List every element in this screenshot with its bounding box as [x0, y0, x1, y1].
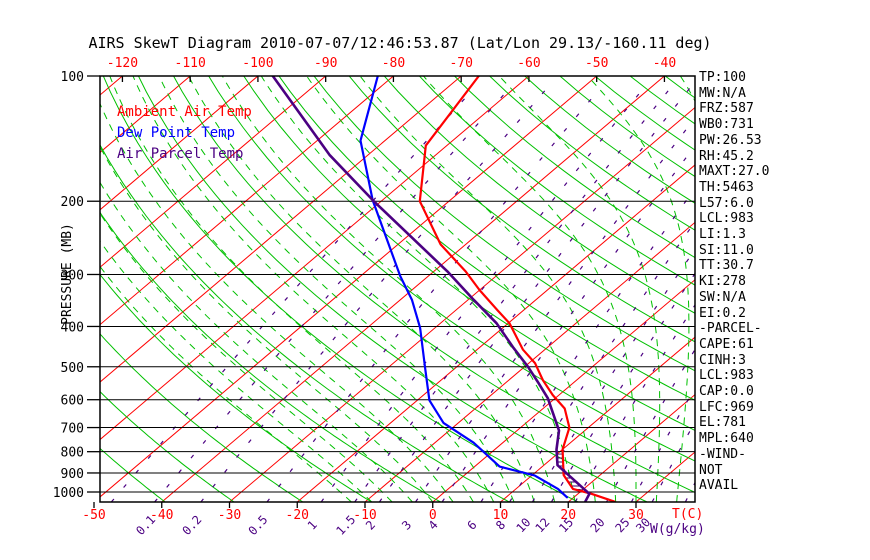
- stat-line: LFC:969: [699, 399, 754, 415]
- pressure-axis-title: PRESSURE (MB): [60, 223, 75, 325]
- tick-label: 0.5: [246, 513, 271, 538]
- tick-label: -40: [653, 56, 676, 71]
- background-grid: [100, 76, 695, 502]
- tick-label: 3: [399, 518, 414, 533]
- tick-label: 6: [464, 518, 479, 533]
- stat-line: AVAIL: [699, 478, 739, 494]
- tick-label: -100: [242, 56, 273, 71]
- tick-label: 200: [61, 195, 84, 210]
- tick-label: 400: [61, 320, 84, 335]
- stat-line: MW:N/A: [699, 85, 746, 101]
- tick-label: 900: [61, 467, 84, 482]
- tick-label: 12: [532, 515, 552, 535]
- stat-line: CINH:3: [699, 352, 746, 368]
- plot-frame: [87, 75, 696, 508]
- stat-line: MPL:640: [699, 431, 754, 447]
- profile-dew-point-temp: [359, 76, 569, 499]
- tick-label: -120: [107, 56, 138, 71]
- tick-label: -70: [449, 56, 472, 71]
- stat-line: -PARCEL-: [699, 321, 762, 337]
- stat-line: PW:26.53: [699, 132, 762, 148]
- tick-label: 100: [61, 70, 84, 85]
- tick-label: -10: [353, 508, 376, 523]
- legend: Ambient Air Temp Dew Point Temp Air Parc…: [117, 102, 252, 165]
- tick-label: -40: [150, 508, 173, 523]
- stat-line: EL:781: [699, 415, 746, 431]
- tick-label: 600: [61, 394, 84, 409]
- tick-label: 0: [429, 508, 437, 523]
- tick-label: 0.2: [179, 513, 204, 538]
- tick-label: -50: [82, 508, 105, 523]
- stat-line: NOT: [699, 462, 723, 478]
- stat-line: EI:0.2: [699, 305, 746, 321]
- tick-label: 300: [61, 268, 84, 283]
- stat-line: TP:100: [699, 70, 746, 85]
- tick-label: 30: [628, 508, 644, 523]
- tick-label: 10: [493, 508, 509, 523]
- stat-line: CAP:0.0: [699, 384, 754, 400]
- tick-label: 1: [305, 518, 320, 533]
- tick-label: -50: [585, 56, 608, 71]
- stat-line: SI:11.0: [699, 242, 754, 258]
- tick-label: 20: [588, 515, 608, 535]
- tick-label: -80: [382, 56, 405, 71]
- legend-ambient-air-temp: Ambient Air Temp: [117, 104, 252, 120]
- tick-label: 10: [513, 515, 533, 535]
- stat-line: WB0:731: [699, 117, 754, 133]
- profile-air-parcel-temp: [271, 76, 591, 502]
- tick-label: 800: [61, 446, 84, 461]
- stat-line: SW:N/A: [699, 289, 746, 305]
- chart-title: AIRS SkewT Diagram 2010-07-07/12:46:53.8…: [88, 34, 712, 52]
- stat-line: -WIND-: [699, 446, 746, 462]
- stat-line: TT:30.7: [699, 258, 754, 274]
- tick-label: -30: [218, 508, 241, 523]
- stat-line: LCL:983: [699, 211, 754, 227]
- stat-line: MAXT:27.0: [699, 164, 770, 180]
- stat-line: LCL:983: [699, 368, 754, 384]
- stat-line: FRZ:587: [699, 101, 754, 117]
- legend-dew-point-temp: Dew Point Temp: [117, 125, 236, 141]
- mixing-axis-title: W(g/kg): [650, 522, 705, 537]
- stat-line: LI:1.3: [699, 227, 746, 243]
- sounding-profiles: [271, 76, 616, 502]
- stat-line: CAPE:61: [699, 336, 754, 352]
- tick-label: 20: [560, 508, 576, 523]
- tick-label: 700: [61, 422, 84, 437]
- stat-line: RH:45.2: [699, 148, 754, 164]
- temp-axis-title: T(C): [672, 507, 703, 522]
- tick-label: -60: [517, 56, 540, 71]
- tick-label: -110: [175, 56, 206, 71]
- tick-label: -90: [314, 56, 337, 71]
- tick-label: 500: [61, 361, 84, 376]
- stat-line: KI:278: [699, 274, 746, 290]
- stats-panel: TP:100 MW:N/A FRZ:587 WB0:731 PW:26.53 RH:45.…: [699, 70, 769, 494]
- legend-air-parcel-temp: Air Parcel Temp: [117, 146, 244, 162]
- tick-label: -20: [286, 508, 309, 523]
- stat-line: L57:6.0: [699, 195, 754, 211]
- tick-label: 1000: [53, 486, 84, 501]
- stat-line: TH:5463: [699, 179, 754, 195]
- profile-ambient-air-temp: [418, 76, 616, 502]
